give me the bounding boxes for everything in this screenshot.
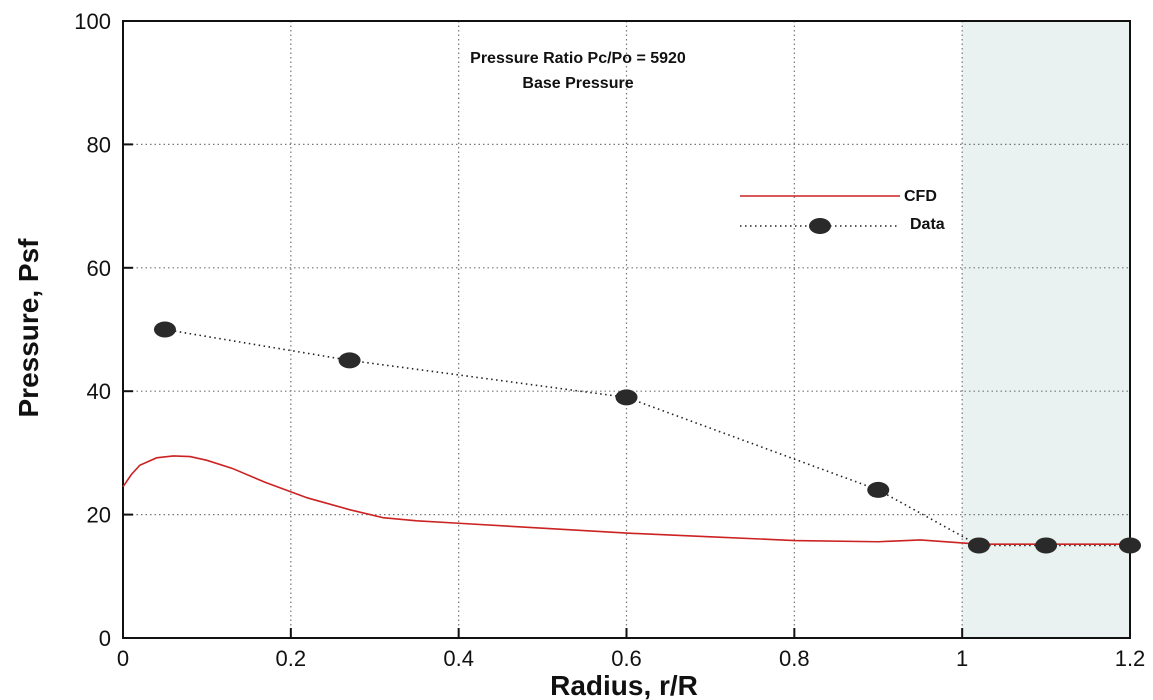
y-tick-label: 80 <box>87 132 111 157</box>
legend-data-marker <box>809 218 831 234</box>
data-point <box>153 321 176 338</box>
chart-title: Pressure Ratio Pc/Po = 5920 <box>470 50 686 67</box>
axis-ticks <box>122 20 1131 639</box>
y-tick-label: 100 <box>74 9 111 34</box>
data-point <box>1035 537 1058 554</box>
x-tick-label: 0.4 <box>443 646 474 671</box>
y-axis-title: Pressure, Psf <box>13 238 44 418</box>
data-point <box>867 481 890 498</box>
legend-data-label: Data <box>910 216 945 233</box>
x-tick-label: 0.2 <box>276 646 307 671</box>
data-point <box>967 537 990 554</box>
cfd-series-line <box>122 455 1130 546</box>
tick-labels: 0 0.2 0.4 0.6 0.8 1 1.2 0 20 40 60 80 100 <box>74 9 1145 671</box>
grid-lines <box>123 21 1130 638</box>
data-point <box>1119 537 1141 554</box>
x-tick-label: 0 <box>117 646 129 671</box>
legend-cfd-label: CFD <box>904 188 937 205</box>
x-tick-label: 0.8 <box>779 646 810 671</box>
legend: CFD Data <box>740 188 945 234</box>
x-tick-label: 0.6 <box>611 646 642 671</box>
x-tick-label: 1.2 <box>1115 646 1146 671</box>
shaded-region <box>962 21 1130 638</box>
y-tick-label: 0 <box>99 626 111 651</box>
x-axis-title: Radius, r/R <box>550 670 698 700</box>
y-tick-label: 20 <box>87 503 111 528</box>
series-layer <box>122 321 1141 554</box>
data-point <box>615 389 638 406</box>
x-tick-label: 1 <box>956 646 968 671</box>
y-tick-label: 60 <box>87 256 111 281</box>
data-point <box>338 352 361 369</box>
y-tick-label: 40 <box>87 379 111 404</box>
chart-subtitle: Base Pressure <box>522 75 633 92</box>
